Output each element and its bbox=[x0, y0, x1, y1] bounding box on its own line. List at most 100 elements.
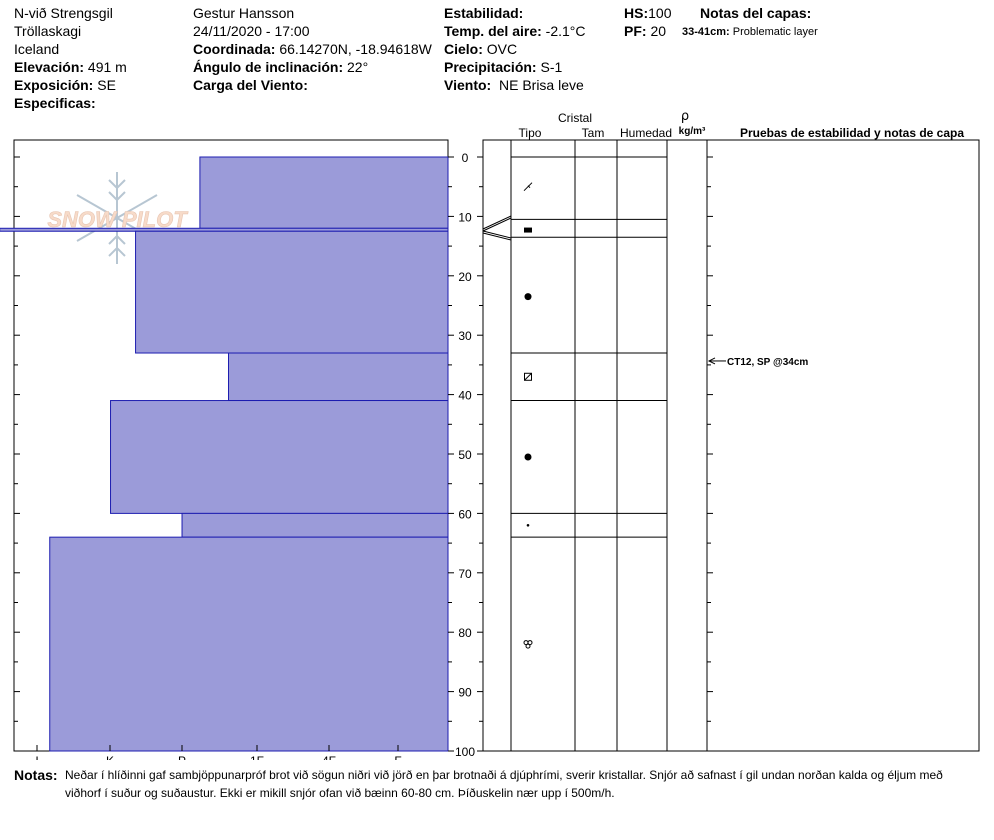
thin-layer-connector-top bbox=[482, 217, 512, 232]
coordinate-label: Coordinada: bbox=[193, 41, 276, 57]
coordinate-row: Coordinada: 66.14270N, -18.94618W bbox=[193, 40, 432, 58]
precip-row: Precipitación: S-1 bbox=[444, 58, 586, 76]
crystal-symbol-decomposing-0 bbox=[523, 182, 533, 192]
location-name: N-við Strengsgil bbox=[14, 5, 113, 21]
weather-block: Estabilidad: Temp. del aire: -2.1°C Ciel… bbox=[444, 4, 586, 94]
tests-header: Pruebas de estabilidad y notas de capa bbox=[740, 126, 964, 140]
hs-value: 100 bbox=[648, 5, 672, 21]
layer-note-row: 33-41cm: Problematic layer bbox=[682, 23, 818, 41]
depth-label-10: 10 bbox=[458, 210, 472, 224]
thin-layer-connector-top2 bbox=[482, 215, 512, 230]
test-arrow-icon-0 bbox=[707, 357, 716, 365]
layer-notes-title: Notas del capas: bbox=[700, 4, 811, 22]
location-country: Iceland bbox=[14, 41, 60, 57]
layer-boundaries bbox=[482, 156, 667, 538]
thin-layer-connector-bottom2 bbox=[482, 232, 512, 241]
snow-depth-block: HS:100 PF: 20 bbox=[624, 4, 671, 40]
observation-datetime: 24/11/2020 - 17:00 bbox=[193, 23, 310, 39]
specifics-row: Especificas: bbox=[14, 94, 127, 112]
precip-value: S-1 bbox=[540, 59, 563, 75]
moisture-header: Humedad bbox=[620, 126, 672, 140]
air-temp-label: Temp. del aire: bbox=[444, 23, 542, 39]
hardness-tick-label-K: K bbox=[106, 754, 114, 760]
hardness-bar-3 bbox=[228, 352, 449, 402]
hardness-tick-label-F: F bbox=[394, 754, 401, 760]
layer-note-range: 33-41cm: bbox=[682, 26, 730, 38]
depth-label-20: 20 bbox=[458, 270, 472, 284]
stability-tests: CT12, SP @34cm bbox=[707, 357, 808, 368]
layer-notes-label: Notas del capas: bbox=[700, 5, 812, 21]
observer-name: Gestur Hansson bbox=[193, 5, 295, 21]
hs-row: HS:100 bbox=[624, 4, 671, 22]
slope-angle-value: 22° bbox=[347, 59, 369, 75]
type-header: Tipo bbox=[519, 126, 542, 140]
layer-note-text: Problematic layer bbox=[732, 26, 818, 38]
pf-value: 20 bbox=[650, 23, 667, 39]
sky-row: Cielo: OVC bbox=[444, 40, 586, 58]
slope-angle-row: Ángulo de inclinación: 22° bbox=[193, 58, 432, 76]
exposure-label: Exposición: bbox=[14, 77, 94, 93]
crystal-symbol-small-rounded-5 bbox=[526, 523, 530, 527]
depth-label-0: 0 bbox=[462, 151, 469, 165]
crystal-table: CT12, SP @34cm bbox=[482, 139, 980, 752]
hardness-bars bbox=[0, 156, 449, 752]
depth-label-60: 60 bbox=[458, 507, 472, 521]
depth-label-40: 40 bbox=[458, 389, 472, 403]
crystal-symbol-rounded-2 bbox=[524, 293, 532, 301]
sky-value: OVC bbox=[486, 41, 518, 57]
hardness-tick-label-P: P bbox=[178, 754, 186, 760]
crystal-symbol-crust-1 bbox=[524, 227, 532, 233]
notes-section: Notas: Neðar í hlíðinni gaf sambjöppunar… bbox=[14, 766, 974, 800]
hardness-bar-5 bbox=[181, 512, 449, 538]
depth-label-80: 80 bbox=[458, 626, 472, 640]
hardness-bar-2 bbox=[135, 230, 449, 354]
exposure-row: Exposición: SE bbox=[14, 76, 127, 94]
rho-header: ρ bbox=[681, 109, 689, 124]
crystal-table-frame bbox=[482, 139, 980, 752]
snow-profile-chart: SNOW PILOT IKP1F4FF 01020304050607080901… bbox=[0, 109, 980, 760]
crystal-symbol-melt-forms-6 bbox=[523, 640, 533, 649]
air-temp-value: -2.1°C bbox=[545, 23, 586, 39]
wind-label: Viento: bbox=[444, 77, 492, 93]
location-region: Tröllaskagi bbox=[14, 23, 82, 39]
hardness-tick-label-1F: 1F bbox=[250, 754, 264, 760]
wind-value: NE Brisa leve bbox=[498, 77, 584, 93]
hardness-axis: I K P 1F 4F F bbox=[35, 745, 402, 760]
crystal-symbols bbox=[523, 182, 533, 649]
wind-load-label: Carga del Viento: bbox=[193, 77, 308, 93]
crystal-symbol-rounded-4 bbox=[524, 453, 532, 461]
hardness-tick-label-I: I bbox=[35, 754, 38, 760]
layer-notes-block: Notas del capas: bbox=[700, 4, 811, 22]
elevation-label: Elevación: bbox=[14, 59, 85, 75]
hardness-tick-label-4F: 4F bbox=[322, 754, 336, 760]
crystal-header: Cristal bbox=[558, 111, 592, 125]
depth-label-70: 70 bbox=[458, 567, 472, 581]
size-header: Tam bbox=[582, 126, 605, 140]
depth-label-90: 90 bbox=[458, 686, 472, 700]
depth-label-30: 30 bbox=[458, 329, 472, 343]
air-temp-row: Temp. del aire: -2.1°C bbox=[444, 22, 586, 40]
wind-row: Viento: NE Brisa leve bbox=[444, 76, 586, 94]
hardness-bar-4 bbox=[110, 400, 449, 514]
stability-label: Estabilidad: bbox=[444, 5, 524, 21]
notes-text: Neðar í hlíðinni gaf sambjöppunarpróf br… bbox=[65, 768, 943, 800]
hardness-bar-6 bbox=[49, 536, 449, 752]
observer-block: Gestur Hansson 24/11/2020 - 17:00 Coordi… bbox=[193, 4, 432, 94]
exposure-value: SE bbox=[97, 77, 116, 93]
hardness-bar-0 bbox=[199, 156, 449, 229]
depth-axis: 0 10 20 30 40 50 60 70 80 90 100 bbox=[14, 151, 713, 759]
precip-label: Precipitación: bbox=[444, 59, 537, 75]
hs-label: HS: bbox=[624, 5, 649, 21]
pf-row: PF: 20 bbox=[624, 22, 671, 40]
thin-layer-connector-bottom bbox=[482, 230, 512, 239]
elevation-row: Elevación: 491 m bbox=[14, 58, 127, 76]
specifics-label: Especificas: bbox=[14, 95, 96, 111]
depth-label-50: 50 bbox=[458, 448, 472, 462]
stability-row: Estabilidad: bbox=[444, 4, 586, 22]
notes-label: Notas: bbox=[14, 767, 58, 783]
density-unit-header: kg/m³ bbox=[679, 126, 706, 137]
wind-load-row: Carga del Viento: bbox=[193, 76, 432, 94]
elevation-value: 491 m bbox=[87, 59, 127, 75]
slope-angle-label: Ángulo de inclinación: bbox=[193, 59, 344, 75]
location-block: N-við Strengsgil Tröllaskagi Iceland Ele… bbox=[14, 4, 127, 112]
